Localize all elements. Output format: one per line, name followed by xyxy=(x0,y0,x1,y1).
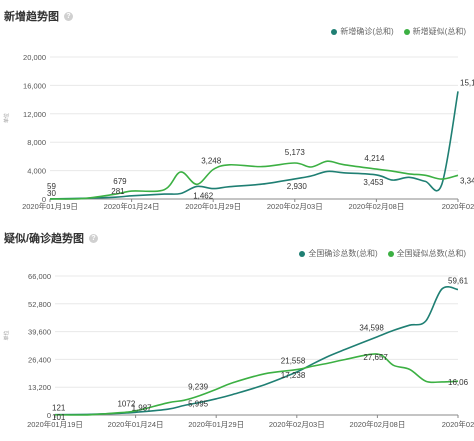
total-cases-chart-svg: 0 13,200 26,400 39,600 52,800 66,000 单位 2020年01… xyxy=(3,272,474,429)
legend-item-new-suspected[interactable]: 新增疑似(总和) xyxy=(403,26,466,37)
x-tick-label: 2020年01月19日 xyxy=(22,201,78,211)
legend-label-total-confirmed: 全国确诊总数(总和) xyxy=(308,249,378,258)
total-cases-chart-title: 疑似/确诊趋势图 xyxy=(4,233,85,245)
legend-dot-new-confirmed xyxy=(331,28,338,35)
x-tick-label: 2020年01月24日 xyxy=(104,201,160,211)
data-label: 5,995 xyxy=(188,399,209,408)
legend-dot-total-confirmed xyxy=(299,250,306,257)
legend-label-new-suspected: 新增疑似(总和) xyxy=(412,27,466,36)
data-label: 3,248 xyxy=(201,157,222,166)
new-cases-chart-title: 新增趋势图 xyxy=(4,11,59,23)
legend-item-total-suspected[interactable]: 全国疑似总数(总和) xyxy=(387,248,466,259)
y-tick-label: 8,000 xyxy=(27,138,46,147)
data-label: 9,239 xyxy=(188,383,209,392)
series-line-total-confirmed[interactable] xyxy=(54,286,459,416)
series-line-total-suspected[interactable] xyxy=(54,353,459,416)
x-tick-label: 2020年02月03日 xyxy=(267,201,323,211)
y-tick-label: 39,600 xyxy=(28,328,51,337)
data-label: 16,06 xyxy=(448,378,469,387)
y-tick-label: 52,800 xyxy=(28,300,51,309)
data-label: 5,173 xyxy=(285,148,306,157)
data-label: 21,558 xyxy=(281,357,306,366)
y-tick-label: 4,000 xyxy=(27,167,46,176)
data-label: 101 xyxy=(52,413,66,422)
x-tick-label: 2020年02月08日 xyxy=(349,419,405,429)
total-cases-chart-title-row: 疑似/确诊趋势图 ? xyxy=(4,230,99,246)
data-label: 27,657 xyxy=(363,353,388,362)
data-label: 59,61 xyxy=(448,276,469,285)
new-cases-chart-svg: 0 4,000 8,000 12,000 16,000 20,000 单位 2020年01月1… xyxy=(3,53,474,211)
x-tick-label: 2020年01月29日 xyxy=(188,419,244,429)
data-label: 281 xyxy=(111,187,125,196)
x-tick-label: 2020年02 xyxy=(442,201,474,211)
data-label: 2,930 xyxy=(287,182,308,191)
y-tick-label: 12,000 xyxy=(23,110,46,119)
new-cases-legend: 新增确诊(总和) 新增疑似(总和) xyxy=(331,26,466,37)
total-cases-legend: 全国确诊总数(总和) 全国疑似总数(总和) xyxy=(299,248,466,259)
y-tick-label: 20,000 xyxy=(23,53,46,62)
series-line-new-suspected[interactable] xyxy=(49,160,459,200)
new-cases-chart-title-row: 新增趋势图 ? xyxy=(4,8,73,24)
y-tick-label: 66,000 xyxy=(28,272,51,281)
data-label: 30 xyxy=(47,189,56,198)
y-axis-unit-label: 单位 xyxy=(3,113,10,123)
data-label: 59 xyxy=(47,182,56,191)
x-tick-label: 2020年01月29日 xyxy=(185,201,241,211)
total-cases-chart-panel: 疑似/确诊趋势图 ? 全国确诊总数(总和) 全国疑似总数(总和) 0 13,200… xyxy=(0,222,474,441)
data-label: 1,987 xyxy=(132,403,153,412)
legend-label-total-suspected: 全国疑似总数(总和) xyxy=(396,249,466,258)
new-cases-chart-panel: 新增趋势图 ? 新增确诊(总和) 新增疑似(总和) 0 4,000 8,000 12,… xyxy=(0,0,474,216)
x-tick-label: 2020年02月08日 xyxy=(348,201,404,211)
data-label: 1072 xyxy=(117,400,135,409)
x-tick-label: 2020年01月19日 xyxy=(27,419,83,429)
legend-item-total-confirmed[interactable]: 全国确诊总数(总和) xyxy=(299,248,378,259)
data-label: 15,15 xyxy=(460,78,474,87)
legend-item-new-confirmed[interactable]: 新增确诊(总和) xyxy=(331,26,394,37)
data-label: 34,598 xyxy=(359,324,384,333)
data-label: 121 xyxy=(52,404,66,413)
series-line-new-confirmed[interactable] xyxy=(49,91,459,200)
data-label: 679 xyxy=(113,177,127,186)
y-tick-label: 0 xyxy=(42,195,46,204)
y-tick-label: 0 xyxy=(47,411,51,420)
legend-dot-new-suspected xyxy=(403,28,410,35)
info-icon[interactable]: ? xyxy=(89,233,99,243)
x-tick-label: 2020年01月24日 xyxy=(108,419,164,429)
data-label: 4,214 xyxy=(364,154,385,163)
legend-label-new-confirmed: 新增确诊(总和) xyxy=(340,27,394,36)
data-label: 3,453 xyxy=(363,178,384,187)
data-label: 1,462 xyxy=(193,192,214,201)
info-icon[interactable]: ? xyxy=(64,11,73,21)
y-tick-label: 26,400 xyxy=(28,355,51,364)
y-axis-unit-label: 单位 xyxy=(3,330,10,340)
data-label: 3,34 xyxy=(460,176,474,185)
x-tick-label: 2020年02月03日 xyxy=(269,419,325,429)
legend-dot-total-suspected xyxy=(387,250,394,257)
y-tick-label: 13,200 xyxy=(28,383,51,392)
data-label: 17,238 xyxy=(281,371,306,380)
x-tick-label: 2020年02 xyxy=(442,419,474,429)
y-tick-label: 16,000 xyxy=(23,81,46,90)
